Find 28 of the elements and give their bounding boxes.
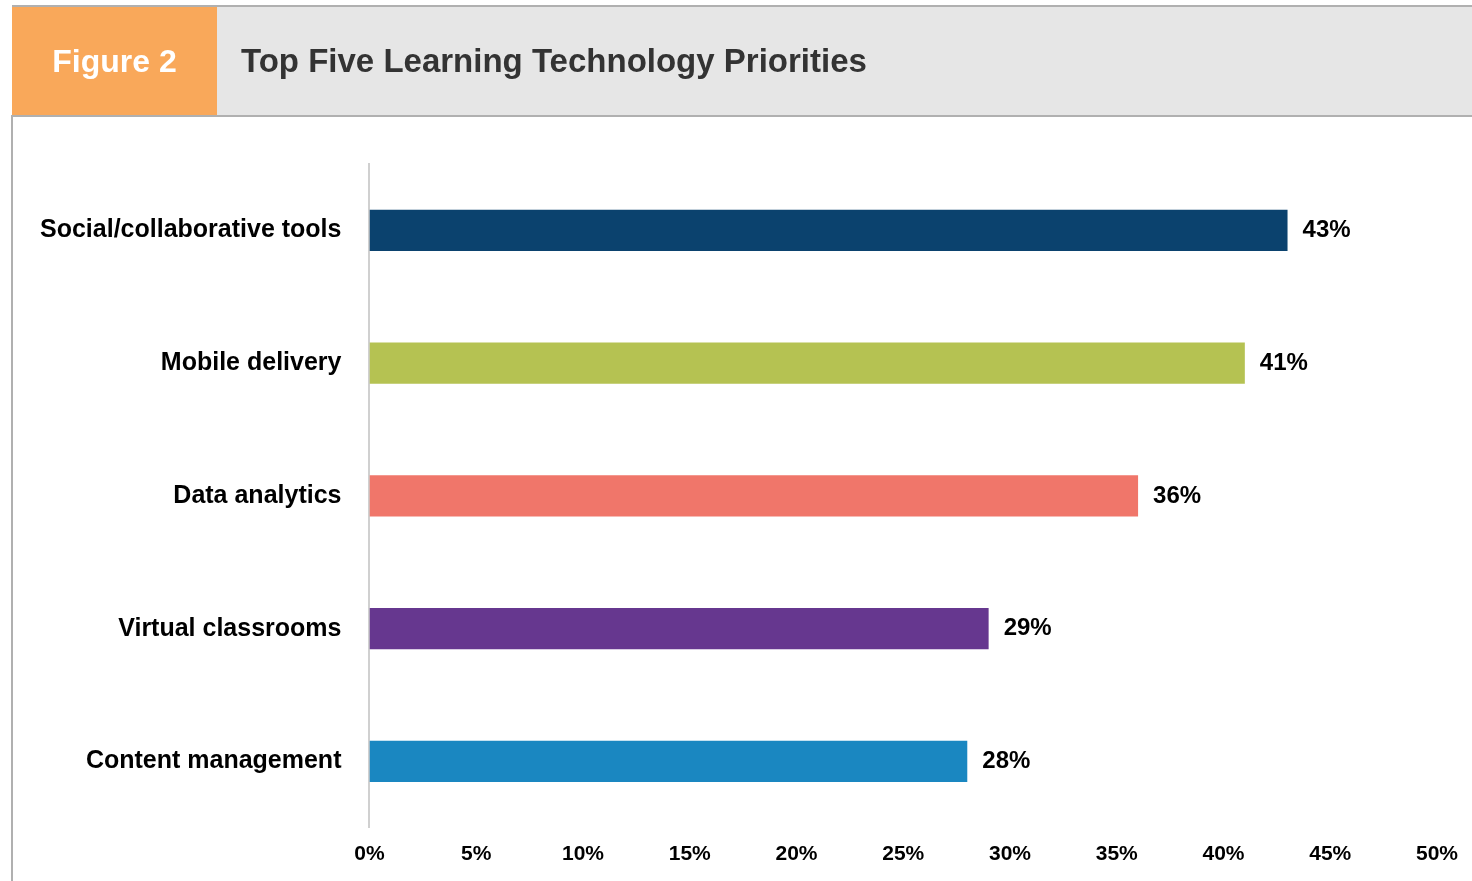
x-tick-label: 35%: [1095, 841, 1139, 865]
bar: [369, 342, 1245, 384]
y-tick-label: Virtual classrooms: [118, 612, 342, 641]
y-tick-label: Social/collaborative tools: [39, 214, 342, 243]
x-tick-label: 30%: [988, 841, 1032, 865]
y-tick-label: Mobile delivery: [160, 347, 342, 376]
bar: [369, 209, 1288, 251]
x-tick-label: 20%: [775, 841, 818, 865]
data-label: 41%: [1259, 347, 1308, 375]
x-tick-label: 45%: [1309, 841, 1352, 865]
x-tick-label: 10%: [561, 841, 605, 865]
bar: [369, 608, 989, 650]
data-label: 28%: [982, 746, 1031, 774]
y-tick-label: Data analytics: [173, 479, 342, 508]
bar: [369, 475, 1139, 517]
caption: Figure 2: [12, 7, 217, 115]
data-label: 43%: [1302, 215, 1351, 243]
data-label: 36%: [1153, 480, 1202, 508]
data-label: 29%: [1003, 613, 1052, 641]
x-tick-label: 25%: [882, 841, 925, 865]
x-tick-label: 0%: [354, 841, 385, 865]
x-tick-label: 40%: [1202, 841, 1245, 865]
y-tick-label: Content management: [85, 745, 343, 774]
x-tick-label: 50%: [1415, 841, 1459, 865]
x-tick-label: 5%: [461, 841, 492, 865]
bar: [369, 740, 968, 782]
x-tick-label: 15%: [668, 841, 712, 865]
chart-title: Top Five Learning Technology Priorities: [241, 42, 867, 80]
